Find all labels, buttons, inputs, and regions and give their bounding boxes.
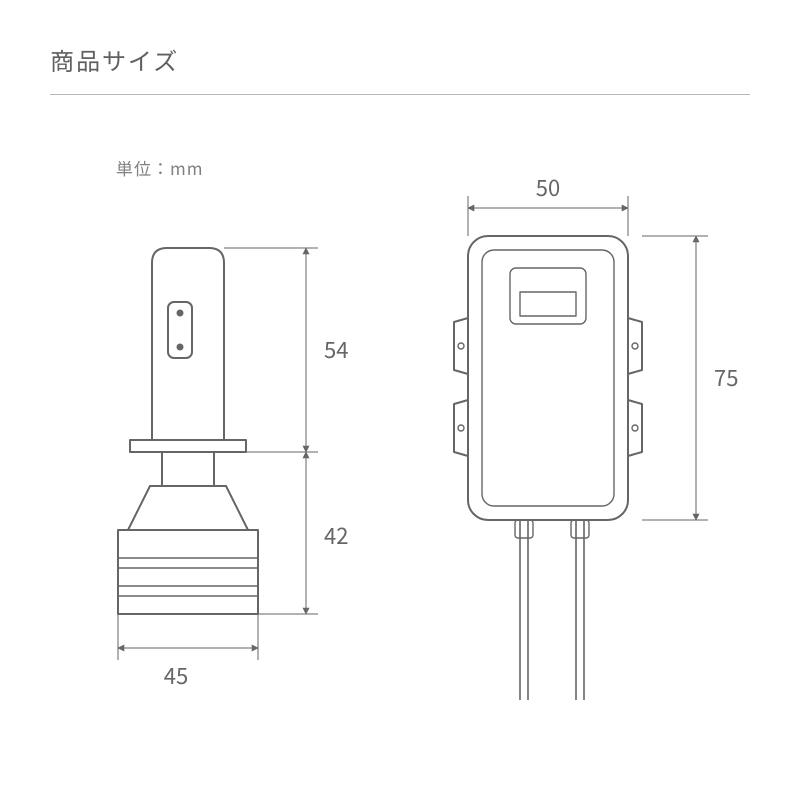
dim-driver-width: 50	[536, 171, 560, 203]
bulb-dimensions	[118, 248, 318, 660]
led-bulb-drawing	[118, 248, 258, 614]
dim-bulb-lower: 42	[324, 519, 348, 551]
dim-driver-height: 75	[714, 361, 738, 393]
page: 商品サイズ 単位：mm	[0, 0, 800, 800]
dimension-diagram: 54 42 45	[0, 0, 800, 800]
driver-box-drawing	[454, 236, 642, 700]
dim-bulb-width: 45	[164, 659, 188, 691]
driver-dimensions	[468, 196, 708, 520]
dim-bulb-upper: 54	[324, 333, 348, 365]
